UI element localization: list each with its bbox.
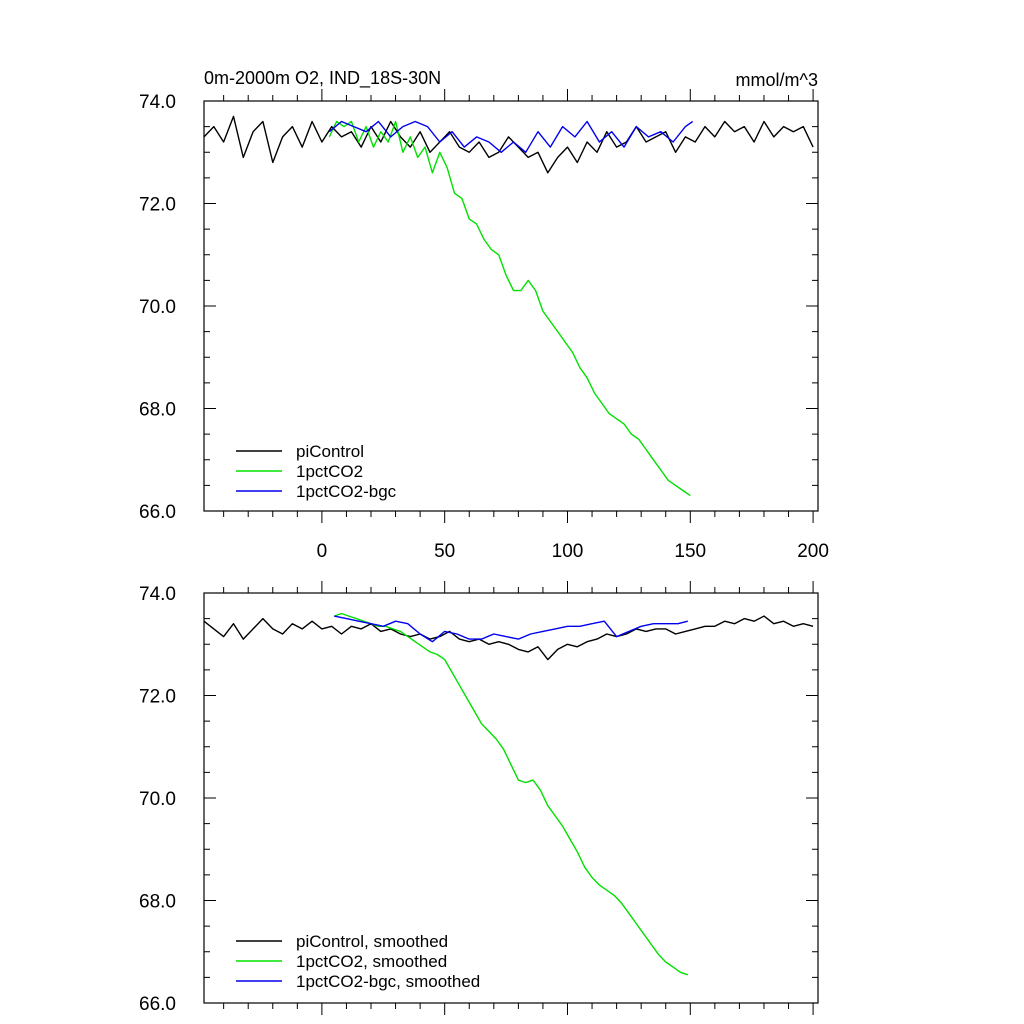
y-tick-label: 74.0 bbox=[139, 584, 176, 605]
x-tick-label: 200 bbox=[797, 541, 829, 562]
series-lines bbox=[203, 612, 814, 976]
y-tick-label: 74.0 bbox=[139, 92, 176, 113]
y-tick-label: 68.0 bbox=[139, 892, 176, 913]
x-tick-label: 50 bbox=[434, 541, 455, 562]
series-line bbox=[203, 115, 814, 174]
x-tick-labels: 0 50 100 150 200 bbox=[317, 541, 829, 562]
y-tick-label: 66.0 bbox=[139, 502, 176, 523]
y-tick-labels: 74.0 72.0 70.0 68.0 66.0 bbox=[139, 584, 176, 1015]
bottom-panel: 74.0 72.0 70.0 68.0 66.0 piControl, smoothed… bbox=[139, 581, 819, 1015]
legend-label: piControl bbox=[296, 442, 364, 461]
legend-label: 1pctCO2 bbox=[296, 462, 363, 481]
y-tick-label: 72.0 bbox=[139, 687, 176, 708]
x-tick-label: 0 bbox=[317, 541, 328, 562]
tick-marks bbox=[204, 581, 818, 1015]
top-panel: 0m-2000m O2, IND_18S-30N mmol/m^3 74.0 72… bbox=[139, 68, 829, 562]
legend-label: 1pctCO2-bgc bbox=[296, 482, 397, 501]
chart-title: 0m-2000m O2, IND_18S-30N bbox=[204, 68, 441, 89]
series-line bbox=[203, 615, 814, 661]
tick-marks bbox=[204, 89, 818, 523]
legend-label: 1pctCO2, smoothed bbox=[296, 952, 447, 971]
x-tick-label: 150 bbox=[674, 541, 706, 562]
y-tick-label: 70.0 bbox=[139, 789, 176, 810]
x-tick-label: 100 bbox=[552, 541, 584, 562]
y-tick-label: 70.0 bbox=[139, 297, 176, 318]
legend-label: 1pctCO2-bgc, smoothed bbox=[296, 972, 480, 991]
y-tick-label: 66.0 bbox=[139, 994, 176, 1015]
units-label: mmol/m^3 bbox=[736, 70, 818, 90]
series-line bbox=[328, 120, 691, 497]
y-tick-label: 72.0 bbox=[139, 195, 176, 216]
y-tick-label: 68.0 bbox=[139, 400, 176, 421]
legend-label: piControl, smoothed bbox=[296, 932, 448, 951]
y-tick-labels: 74.0 72.0 70.0 68.0 66.0 bbox=[139, 92, 176, 523]
series-line bbox=[334, 615, 688, 643]
series-line bbox=[328, 120, 694, 154]
series-lines bbox=[203, 115, 814, 497]
series-line bbox=[333, 612, 689, 976]
